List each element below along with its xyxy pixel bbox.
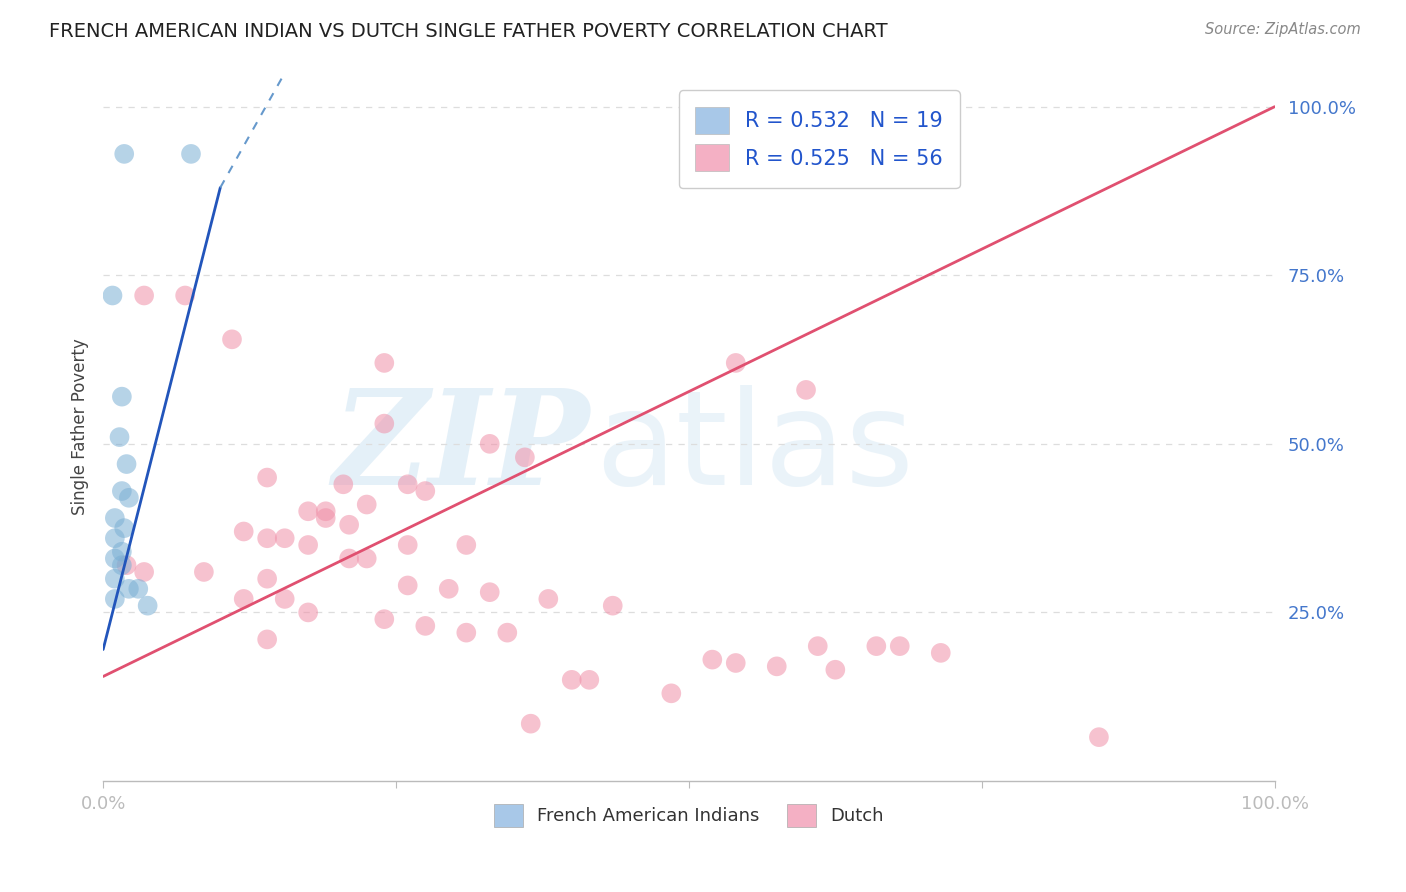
Text: Source: ZipAtlas.com: Source: ZipAtlas.com [1205, 22, 1361, 37]
Point [337, 517, 360, 532]
Point [115, 558, 138, 573]
Point [108, 430, 131, 444]
Point [111, 390, 134, 404]
Point [413, 483, 436, 498]
Point [456, 625, 478, 640]
Point [104, 551, 127, 566]
Point [702, 652, 724, 666]
Point [602, 599, 624, 613]
Point [337, 551, 360, 566]
Point [297, 538, 319, 552]
Point [297, 606, 319, 620]
Point [437, 582, 460, 596]
Point [413, 619, 436, 633]
Point [104, 591, 127, 606]
Point [134, 288, 156, 302]
Point [256, 572, 278, 586]
Point [127, 582, 149, 596]
Point [513, 450, 536, 465]
Text: ZIP: ZIP [332, 384, 589, 513]
Point [889, 639, 911, 653]
Point [765, 659, 787, 673]
Point [112, 147, 135, 161]
Y-axis label: Single Father Poverty: Single Father Poverty [72, 339, 89, 516]
Point [232, 524, 254, 539]
Point [373, 417, 395, 431]
Point [824, 663, 846, 677]
Point [807, 639, 830, 653]
Point [118, 491, 141, 505]
Point [118, 582, 141, 596]
Point [101, 288, 124, 302]
Text: atlas: atlas [595, 384, 914, 512]
Point [724, 356, 747, 370]
Point [724, 656, 747, 670]
Point [256, 531, 278, 545]
Point [478, 585, 501, 599]
Point [396, 538, 419, 552]
Point [356, 551, 378, 566]
Point [112, 521, 135, 535]
Point [104, 511, 127, 525]
Point [256, 632, 278, 647]
Point [865, 639, 887, 653]
Point [274, 591, 297, 606]
Point [561, 673, 583, 687]
Point [1088, 730, 1111, 744]
Point [315, 511, 337, 525]
Point [111, 558, 134, 573]
Point [659, 686, 682, 700]
Point [136, 599, 159, 613]
Point [297, 504, 319, 518]
Point [180, 147, 202, 161]
Point [111, 483, 134, 498]
Point [332, 477, 354, 491]
Point [315, 504, 337, 518]
Point [111, 545, 134, 559]
Point [794, 383, 817, 397]
Point [456, 538, 478, 552]
Point [221, 332, 243, 346]
Point [134, 565, 156, 579]
Point [496, 625, 519, 640]
Legend: French American Indians, Dutch: French American Indians, Dutch [486, 797, 891, 834]
Point [373, 356, 395, 370]
Point [174, 288, 197, 302]
Point [478, 437, 501, 451]
Point [519, 716, 541, 731]
Point [274, 531, 297, 545]
Point [537, 591, 560, 606]
Point [232, 591, 254, 606]
Point [115, 457, 138, 471]
Text: FRENCH AMERICAN INDIAN VS DUTCH SINGLE FATHER POVERTY CORRELATION CHART: FRENCH AMERICAN INDIAN VS DUTCH SINGLE F… [49, 22, 887, 41]
Point [193, 565, 215, 579]
Point [929, 646, 952, 660]
Point [396, 477, 419, 491]
Point [578, 673, 600, 687]
Point [256, 470, 278, 484]
Point [104, 531, 127, 545]
Point [396, 578, 419, 592]
Point [104, 572, 127, 586]
Point [373, 612, 395, 626]
Point [356, 498, 378, 512]
